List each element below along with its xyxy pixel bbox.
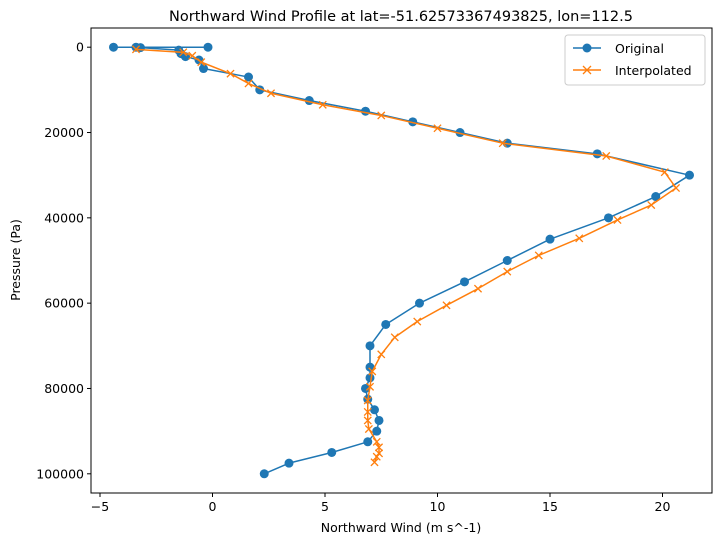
x-tick-label: 5	[321, 499, 329, 514]
legend: Original Interpolated	[564, 34, 706, 86]
data-point-interpolated	[266, 89, 276, 98]
data-point-interpolated	[503, 267, 512, 276]
x-axis-ticks: −5 0 5 10 15 20	[91, 493, 671, 514]
legend-interpolated-label: Interpolated	[615, 63, 692, 78]
data-point-interpolated	[433, 124, 442, 133]
data-point-interpolated	[372, 452, 381, 461]
data-point-original	[361, 383, 370, 393]
data-point-interpolated	[179, 48, 188, 57]
data-point-original	[327, 447, 337, 457]
x-tick-label: 10	[430, 499, 446, 514]
data-point-interpolated	[368, 367, 377, 376]
data-point-interpolated	[473, 284, 483, 293]
data-point-original	[455, 128, 465, 138]
data-point-interpolated	[390, 333, 399, 342]
data-point-interpolated	[671, 183, 681, 193]
data-point-original	[460, 277, 469, 287]
data-point-original	[372, 426, 382, 436]
data-point-interpolated	[377, 111, 386, 120]
data-point-interpolated	[188, 51, 197, 60]
data-point-interpolated	[363, 416, 372, 425]
data-point-interpolated	[364, 424, 373, 434]
data-point-interpolated	[365, 382, 375, 391]
data-point-interpolated	[363, 407, 372, 417]
chart-title: Northward Wind Profile at lat=-51.625733…	[169, 9, 633, 25]
series-original	[109, 42, 694, 479]
data-point-original	[365, 373, 375, 383]
legend-original-marker	[582, 43, 592, 53]
data-point-interpolated	[442, 301, 451, 310]
data-point-original	[284, 458, 294, 468]
data-point-original	[651, 192, 661, 202]
series-layer	[109, 42, 694, 479]
data-point-interpolated	[244, 79, 253, 88]
data-point-original	[244, 72, 253, 82]
y-tick-label: 0	[76, 40, 84, 55]
data-point-original	[381, 319, 391, 329]
legend-interpolated-marker	[582, 65, 592, 75]
x-axis-label: Northward Wind (m s^-1)	[321, 520, 481, 535]
data-point-interpolated	[413, 317, 422, 326]
data-point-interpolated	[377, 350, 386, 359]
legend-original-label: Original	[615, 41, 664, 56]
y-tick-label: 100000	[36, 466, 84, 481]
data-point-interpolated	[613, 215, 622, 225]
data-point-interpolated	[498, 139, 507, 148]
y-tick-label: 80000	[44, 381, 84, 396]
data-point-interpolated	[660, 168, 669, 177]
data-point-interpolated	[534, 251, 543, 260]
data-point-original	[363, 437, 373, 447]
data-point-original	[109, 42, 118, 52]
data-point-original	[592, 149, 602, 159]
data-point-original	[370, 405, 379, 415]
x-tick-label: 20	[655, 499, 671, 514]
data-point-original	[361, 106, 370, 116]
data-point-original	[203, 42, 213, 52]
data-point-interpolated	[197, 58, 206, 67]
data-point-interpolated	[226, 69, 235, 78]
data-point-original	[604, 213, 613, 223]
data-point-interpolated	[647, 200, 656, 210]
data-point-original	[365, 362, 375, 372]
data-point-original	[259, 469, 269, 479]
y-tick-label: 20000	[44, 125, 84, 140]
data-point-original	[685, 170, 694, 180]
data-point-original	[374, 415, 384, 425]
x-tick-label: 0	[209, 499, 217, 514]
data-point-original	[502, 256, 512, 265]
data-point-interpolated	[372, 437, 381, 446]
y-tick-label: 40000	[44, 210, 84, 225]
y-axis-label: Pressure (Pa)	[8, 219, 23, 301]
plot-area	[90, 27, 713, 494]
data-point-interpolated	[363, 396, 372, 405]
y-axis-ticks: 0 20000 40000 60000 80000 100000	[36, 40, 91, 481]
data-point-interpolated	[374, 443, 384, 452]
x-tick-label: −5	[91, 499, 109, 514]
x-tick-label: 15	[542, 499, 558, 514]
data-point-interpolated	[131, 45, 141, 54]
data-point-original	[365, 341, 375, 351]
series-interpolated	[131, 45, 681, 467]
data-point-interpolated	[602, 151, 611, 161]
data-point-original	[199, 64, 208, 74]
data-point-interpolated	[575, 234, 584, 243]
data-point-interpolated	[318, 100, 327, 109]
data-point-original	[415, 298, 424, 308]
data-point-original	[545, 234, 555, 244]
data-point-interpolated	[370, 458, 379, 467]
y-tick-label: 60000	[44, 296, 84, 311]
